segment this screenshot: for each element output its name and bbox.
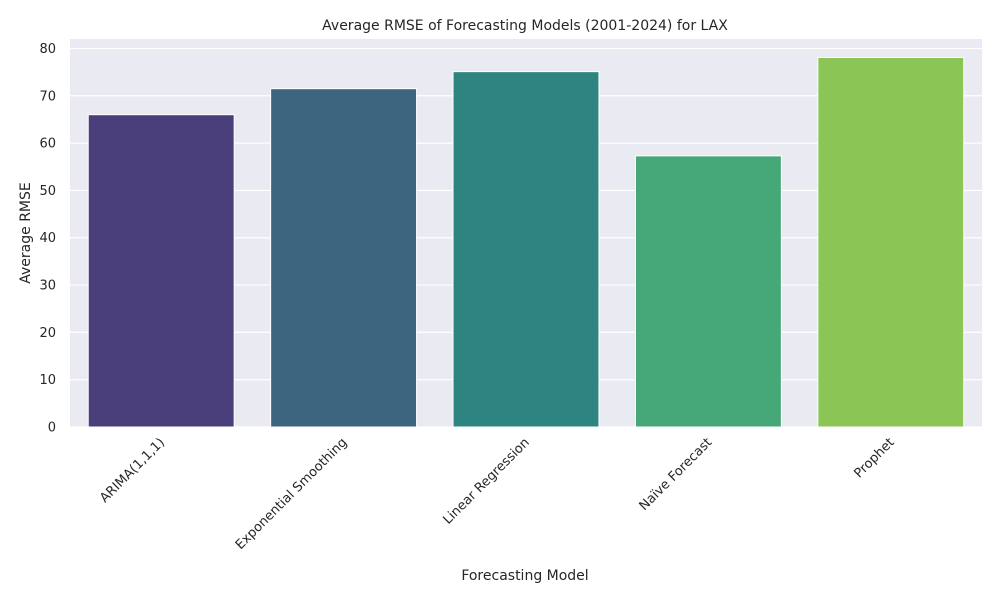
x-tick-label: Exponential Smoothing xyxy=(233,435,351,553)
bar-exponential-smoothing xyxy=(270,88,418,428)
y-tick-label: 70 xyxy=(39,89,56,104)
y-tick-label: 10 xyxy=(39,373,56,388)
x-tick-label: Linear Regression xyxy=(440,435,532,527)
bar-linear-regression xyxy=(452,71,600,428)
bar-prophet xyxy=(817,56,965,428)
x-axis-label: Forecasting Model xyxy=(461,568,588,584)
y-tick-label: 80 xyxy=(39,42,56,57)
x-tick-label: Prophet xyxy=(852,435,898,481)
x-tick-label: Naïve Forecast xyxy=(637,435,716,514)
y-axis-label: Average RMSE xyxy=(18,182,34,283)
x-tick-labels: ARIMA(1,1,1) Exponential Smoothing Linear … xyxy=(97,435,897,553)
y-tick-labels: 0 10 20 30 40 50 60 70 80 xyxy=(39,42,56,436)
bar-na-ve-forecast xyxy=(634,155,782,428)
y-tick-label: 0 xyxy=(48,421,56,436)
y-tick-label: 30 xyxy=(39,279,56,294)
chart-title: Average RMSE of Forecasting Models (2001… xyxy=(322,18,728,34)
y-tick-label: 40 xyxy=(39,231,56,246)
y-tick-label: 60 xyxy=(39,137,56,152)
bar-arima-1-1-1 xyxy=(87,114,235,428)
y-tick-label: 50 xyxy=(39,184,56,199)
bars xyxy=(87,56,965,428)
x-tick-label: ARIMA(1,1,1) xyxy=(97,435,168,506)
y-tick-label: 20 xyxy=(39,326,56,341)
